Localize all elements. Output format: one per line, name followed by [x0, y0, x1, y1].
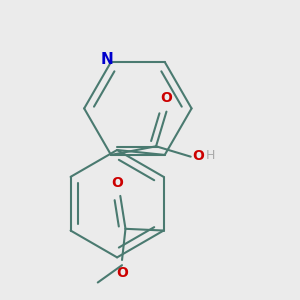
Text: O: O [116, 266, 128, 280]
Text: H: H [205, 149, 214, 163]
Text: O: O [160, 92, 172, 105]
Text: N: N [100, 52, 113, 67]
Text: O: O [192, 149, 204, 163]
Text: O: O [112, 176, 124, 190]
